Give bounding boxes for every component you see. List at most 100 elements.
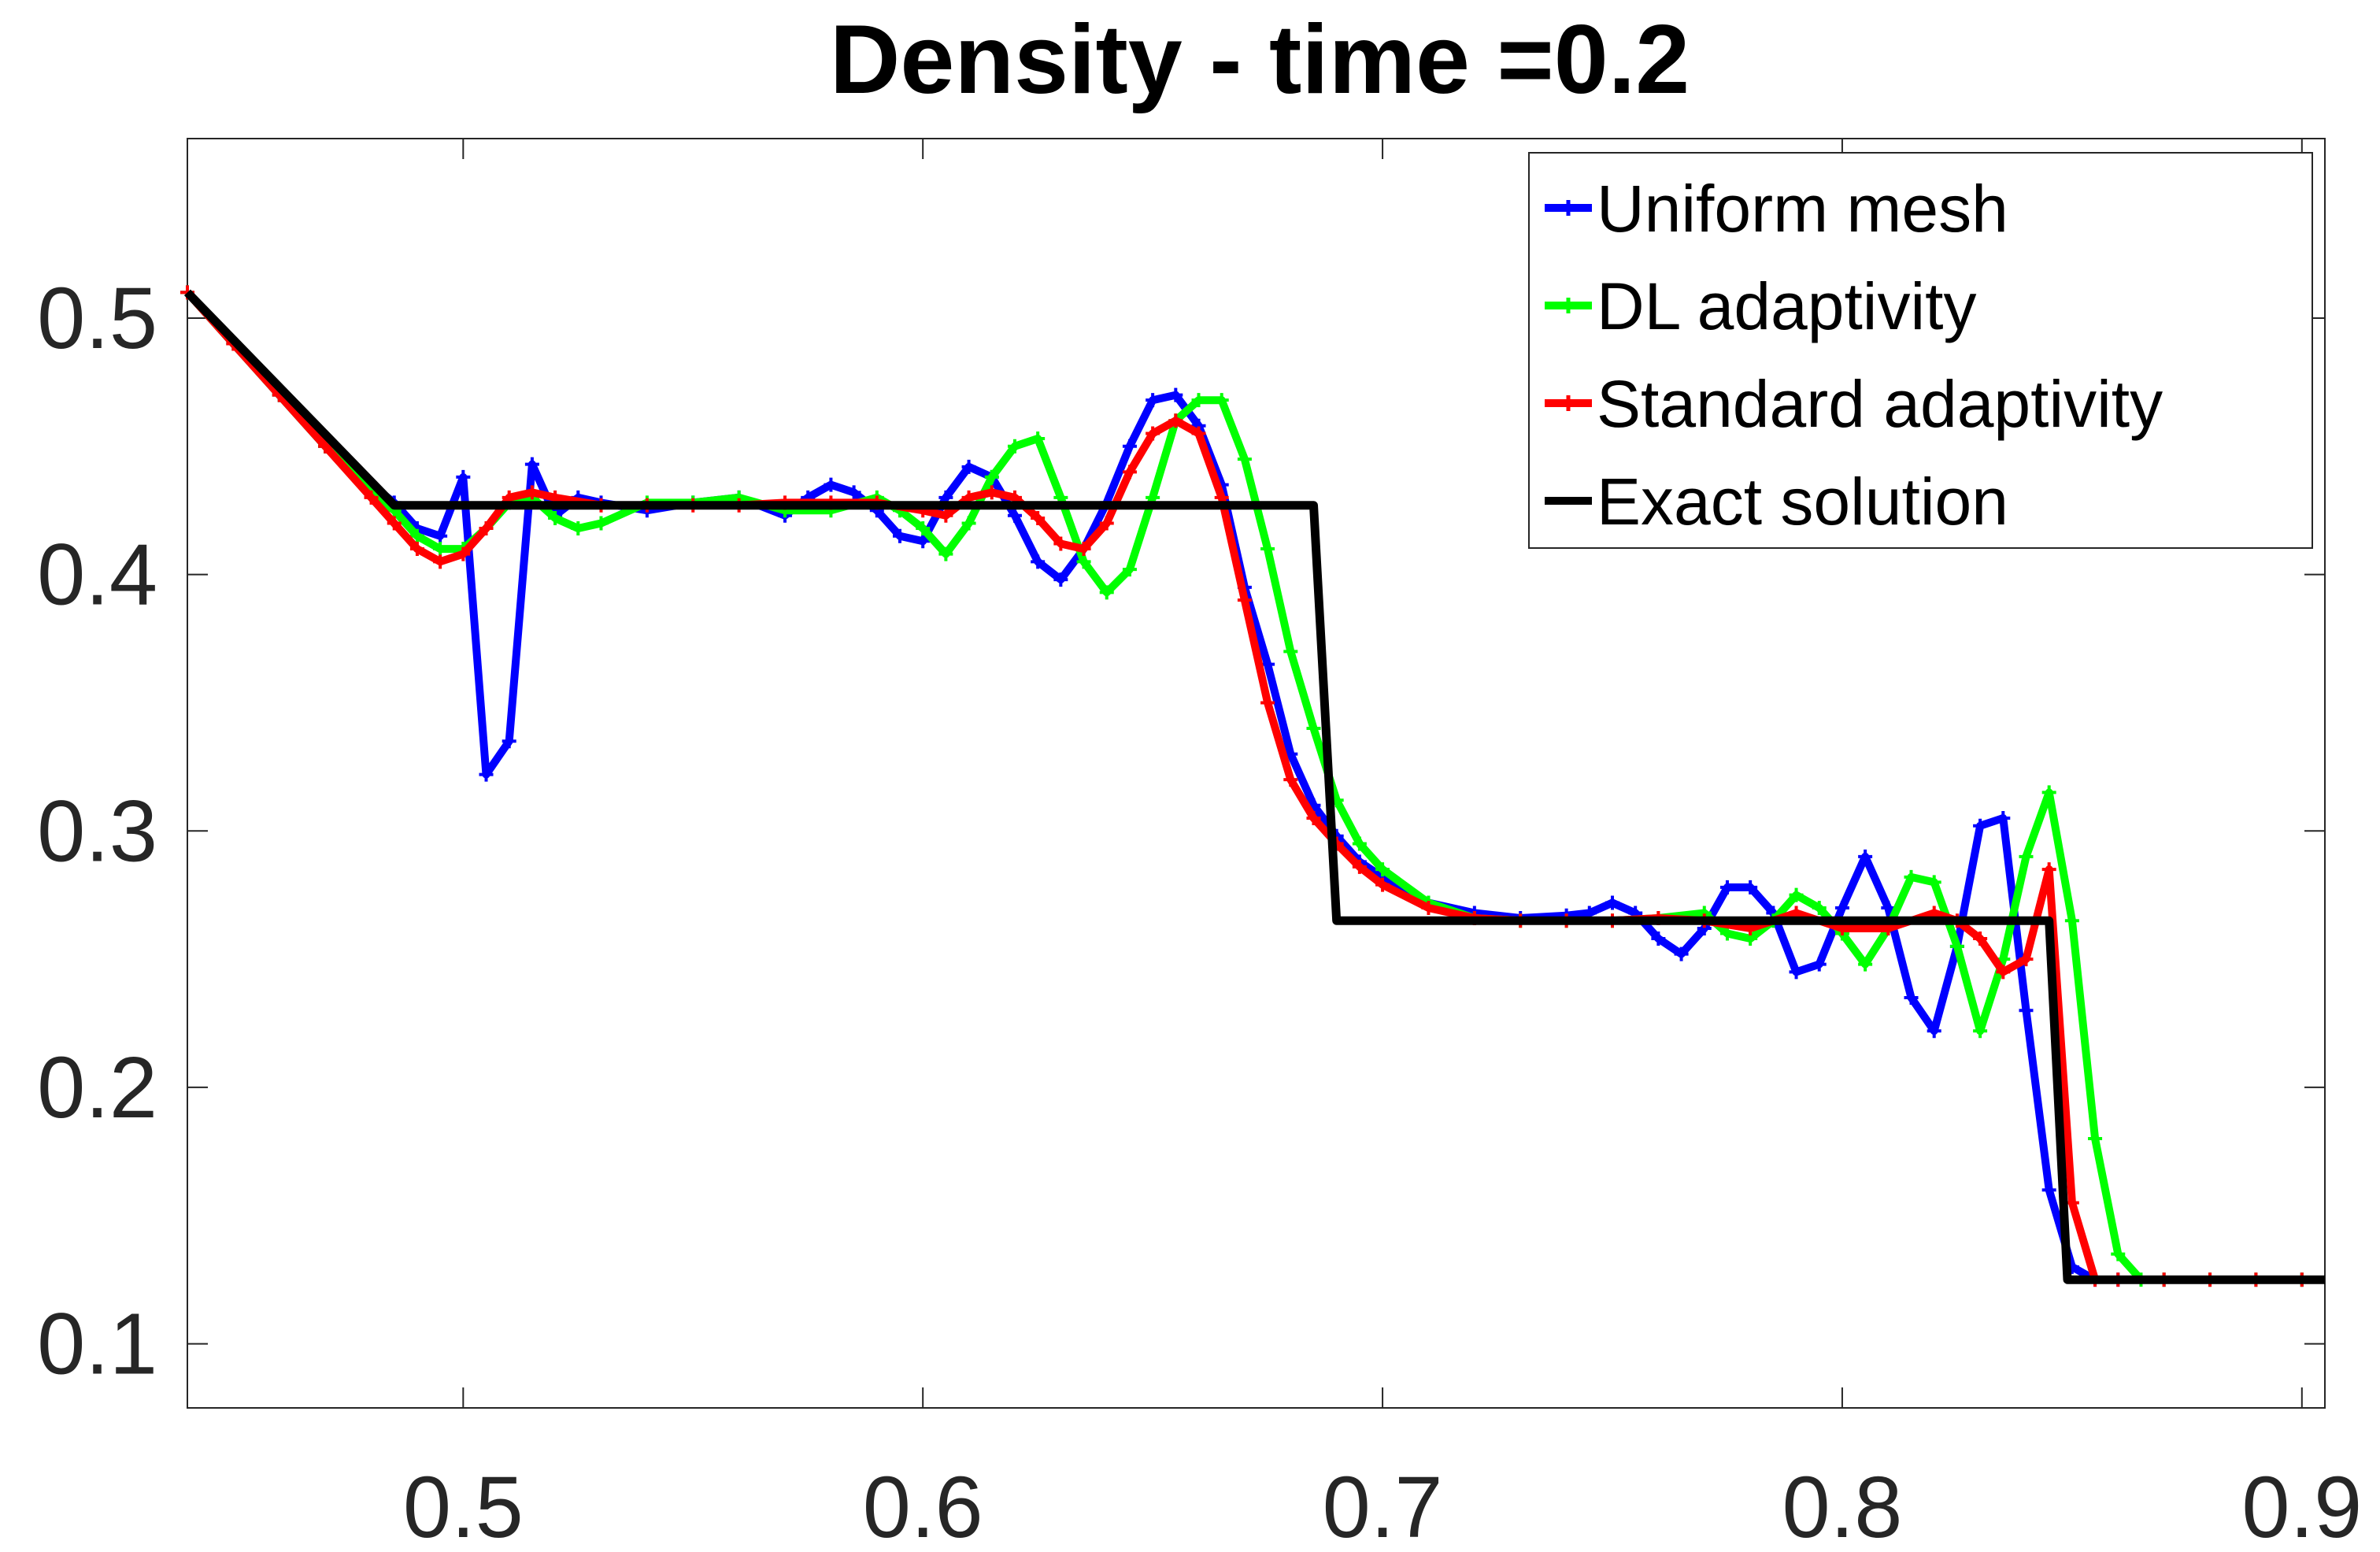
data-point (524, 457, 539, 472)
chart-title: Density - time =0.2 (830, 6, 1690, 114)
legend-box (1528, 152, 2313, 549)
data-point (1789, 887, 1804, 902)
data-point (2064, 913, 2079, 928)
data-point (916, 520, 931, 535)
data-point (1007, 439, 1022, 454)
data-point (1168, 387, 1183, 402)
series-line (184, 289, 2325, 1284)
data-point (1283, 772, 1298, 787)
data-point (1996, 965, 2011, 980)
data-point (1076, 542, 1091, 557)
data-point (1031, 510, 1046, 525)
legend-label: DL adaptivity (1597, 269, 1976, 343)
data-point (1214, 393, 1229, 408)
data-point (1973, 1024, 1988, 1039)
data-point (548, 510, 563, 525)
data-point (364, 490, 379, 505)
x-tick-label: 0.9 (2241, 1459, 2362, 1552)
data-point (1834, 900, 1849, 915)
data-point (1352, 836, 1367, 851)
legend-label: Exact solution (1597, 465, 2008, 539)
y-tick-label: 0.1 (37, 1296, 157, 1393)
data-point (1421, 900, 1436, 915)
legend-entry: DL adaptivity (1545, 269, 1976, 343)
data-point (1881, 900, 1896, 915)
data-point (1099, 585, 1114, 600)
data-point (1053, 572, 1068, 587)
legend-marker (1560, 298, 1576, 313)
data-point (1375, 877, 1390, 892)
data-point (2111, 1246, 2126, 1261)
data-point (479, 520, 494, 535)
data-point (1927, 1024, 1941, 1039)
data-point (1605, 895, 1619, 910)
data-point (1719, 880, 1734, 895)
data-point (1191, 393, 1206, 408)
data-point (571, 520, 586, 535)
data-point (1260, 542, 1275, 557)
data-point (1237, 452, 1252, 467)
axis-ticks: 0.5 0.6 0.7 0.8 0.9 0.1 0.2 0.3 0.4 0.5 (37, 139, 2362, 1552)
data-point (1949, 939, 1964, 954)
data-point (1099, 516, 1114, 531)
y-tick-label: 0.5 (37, 270, 157, 367)
legend-entry: Standard adaptivity (1545, 367, 2163, 441)
data-point (824, 477, 838, 492)
data-point (1743, 880, 1758, 895)
legend-label: Standard adaptivity (1597, 367, 2163, 441)
data-point (318, 439, 333, 454)
data-point (2019, 849, 2034, 864)
data-point (1927, 875, 1941, 890)
data-point (1168, 413, 1183, 428)
legend-marker (1560, 395, 1576, 411)
data-point (1719, 926, 1734, 941)
data-point (433, 554, 448, 569)
data-point (456, 469, 471, 484)
data-point (524, 485, 539, 500)
data-point (1122, 562, 1137, 577)
data-point (1053, 536, 1068, 551)
data-point (1191, 426, 1206, 441)
data-point (409, 528, 424, 543)
series-3 (184, 289, 2325, 1284)
data-point (1858, 957, 1873, 972)
data-point (1812, 957, 1827, 972)
series-layer (180, 285, 2325, 1287)
legend-entry: Exact solution (1545, 465, 2008, 539)
data-point (2019, 1003, 2034, 1018)
data-point (1674, 946, 1689, 961)
data-point (1973, 818, 1988, 833)
y-tick-label: 0.2 (37, 1039, 157, 1136)
data-point (961, 516, 976, 531)
x-tick-label: 0.8 (1782, 1459, 1902, 1552)
legend-label: Uniform mesh (1597, 172, 2008, 246)
data-point (1973, 932, 1988, 946)
data-point (1031, 432, 1046, 446)
y-tick-label: 0.4 (37, 527, 157, 624)
x-tick-label: 0.5 (403, 1459, 524, 1552)
data-point (1904, 990, 1919, 1005)
data-point (2088, 1132, 2103, 1146)
data-point (1007, 508, 1022, 523)
y-tick-label: 0.3 (37, 783, 157, 880)
data-point (1283, 644, 1298, 659)
data-point (1904, 869, 1919, 884)
data-point (1306, 721, 1321, 736)
data-point (502, 734, 516, 749)
data-point (1858, 849, 1873, 864)
data-point (961, 459, 976, 474)
data-point (1789, 965, 1804, 980)
x-tick-label: 0.7 (1323, 1459, 1443, 1552)
data-point (1146, 393, 1160, 408)
data-point (1996, 810, 2011, 825)
data-point (1306, 810, 1321, 825)
data-point (409, 542, 424, 557)
data-point (1122, 465, 1137, 480)
legend-entry: Uniform mesh (1545, 172, 2008, 246)
data-point (1122, 439, 1137, 454)
data-point (479, 767, 494, 782)
data-point (1260, 695, 1275, 710)
data-point (387, 516, 402, 531)
data-point (2041, 862, 2056, 877)
